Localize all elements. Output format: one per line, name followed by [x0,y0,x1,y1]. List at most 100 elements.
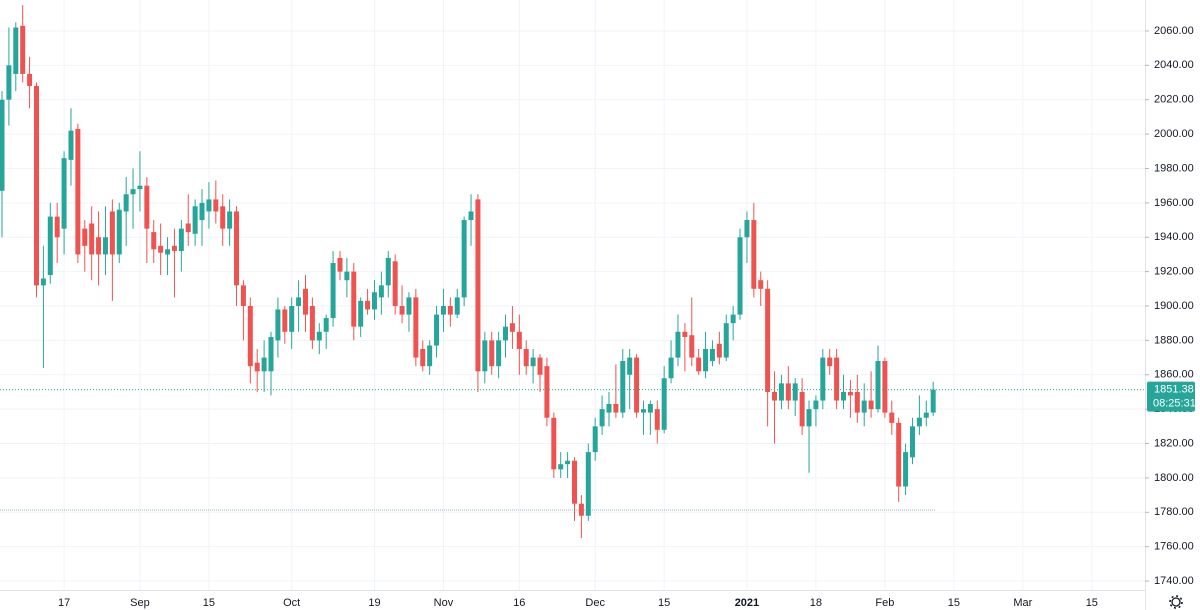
y-tick-label: 1780.00 [1154,506,1194,518]
candle-body [454,297,460,315]
candle-body [654,409,660,430]
candle-body [744,220,750,238]
candle-body [47,216,53,276]
candle-body [565,460,571,465]
candle-body [447,306,453,315]
gear-ring [1171,597,1181,607]
candle-body [254,362,260,372]
candle-body [358,300,364,327]
candle-body [392,261,398,307]
y-tick-label: 2060.00 [1154,25,1194,37]
candle-body [772,391,778,401]
x-tick-label: Nov [434,597,454,609]
candle-body [420,348,426,367]
candle-body [516,331,522,349]
candle-body [220,206,226,229]
candle-body [758,280,764,289]
candle-body [206,199,212,212]
candle-body [234,211,240,286]
candle-body [751,220,757,289]
x-tick-label: 15 [658,597,670,609]
candle-body [309,306,315,341]
countdown-label: 08:25:31 [1153,397,1196,409]
candle-body [130,189,136,195]
candle-body [585,452,591,516]
candle-body [827,357,833,367]
candle-body [289,306,295,332]
last-price-label: 1851.38 [1154,383,1194,395]
candle-body [703,348,709,372]
candle-body [730,314,736,324]
x-tick-label: 16 [513,597,525,609]
candle-body [351,271,357,327]
last-price-box [1147,381,1195,412]
y-tick-label: 2000.00 [1154,128,1194,140]
candle-body [192,206,198,234]
candle-body [144,185,150,229]
candle-body [868,400,874,410]
candle-body [854,391,860,413]
y-tick-label: 1860.00 [1154,369,1194,381]
candle-body [875,361,881,410]
x-tick-label: 15 [203,597,215,609]
candle-body [13,27,19,74]
candle-body [861,400,867,413]
candle-body [489,340,495,367]
candle-body [806,409,812,427]
candle-body [323,318,329,332]
candle-body [0,99,5,191]
candle-body [96,237,102,255]
candle-body [627,357,633,375]
candle-body [523,348,529,367]
candle-body [841,391,847,401]
settings-icon[interactable] [1169,595,1183,609]
candle-body [75,128,81,255]
candle-body [509,323,515,332]
x-tick-label: Sep [130,597,150,609]
candle-body [178,228,184,251]
candle-body [689,335,695,358]
x-tick-label: Dec [585,597,605,609]
candle-body [606,403,612,413]
y-tick-label: 1920.00 [1154,266,1194,278]
candle-body [82,228,88,246]
candle-body [882,361,888,413]
candle-body [158,245,164,253]
candle-body [820,357,826,401]
candle-body [634,357,640,413]
candle-body [137,185,143,190]
candle-body [696,357,702,372]
candle-body [847,391,853,396]
candle-body [558,464,564,470]
candle-body [544,366,550,418]
x-tick-label: 2021 [735,597,759,609]
candle-body [551,417,557,470]
candle-body [785,383,791,401]
candle-body [620,361,626,413]
candle-body [20,25,26,74]
x-tick-label: 18 [810,597,822,609]
candle-body [89,223,95,255]
candle-body [909,426,915,458]
candle-body [592,426,598,453]
candle-body [572,460,577,504]
candle-body [102,237,108,255]
candle-body [578,503,584,516]
candle-body [475,199,481,372]
candle-body [889,412,895,423]
candle-body [778,383,784,401]
x-tick-label: 17 [58,597,70,609]
candle-body [461,220,467,298]
candle-body [399,306,405,315]
x-tick-label: 15 [948,597,960,609]
candle-body [682,331,688,337]
candle-body [27,73,33,86]
candle-body [68,130,74,160]
candle-body [337,257,343,272]
candle-body [765,288,771,392]
y-tick-label: 2020.00 [1154,94,1194,106]
candle-body [227,211,233,229]
candle-body [40,278,46,286]
